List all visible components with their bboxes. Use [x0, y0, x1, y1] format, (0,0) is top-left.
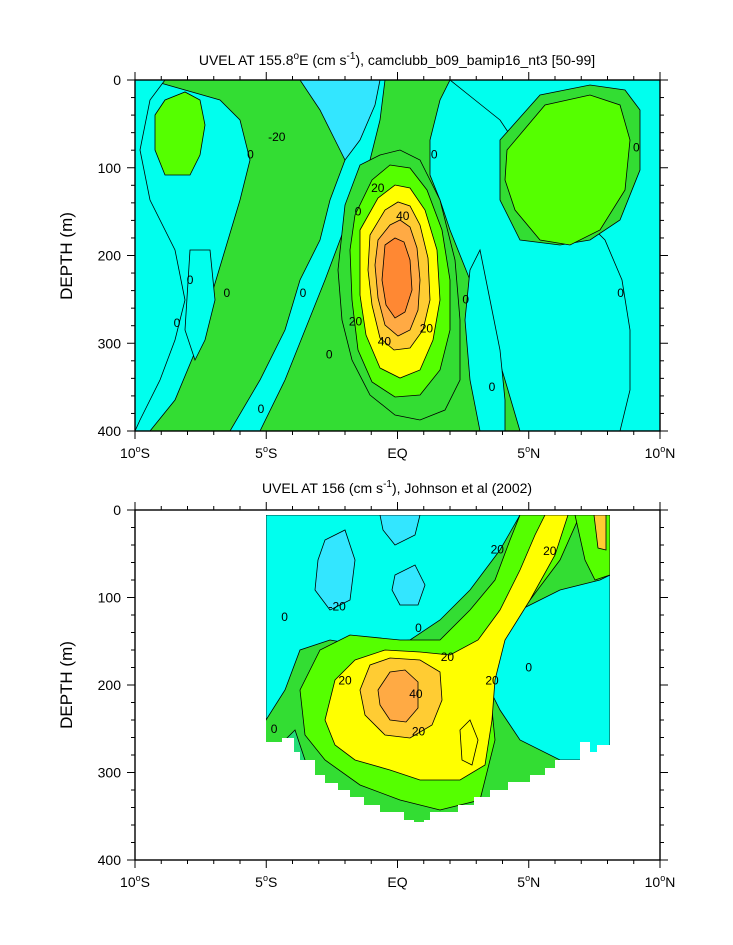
bottom-contour-labels: 20 20 -20 0 0 20 0 20 20 40 0 20: [271, 542, 557, 738]
bottom-x-ticks: 10oS 5oS EQ 5oN 10oN: [120, 502, 675, 890]
top-x-tick-label: 5oN: [517, 444, 540, 461]
top-contour-label: 0: [174, 316, 181, 330]
bottom-contour-label: 20: [412, 724, 426, 738]
top-contour-label: 0: [355, 205, 362, 219]
top-fill-cyan-a: [135, 80, 186, 431]
top-contour-label: 20: [371, 181, 385, 195]
top-contour-field: [135, 80, 660, 431]
top-contour-label: 0: [431, 148, 438, 162]
top-y-axis-label: DEPTH (m): [57, 212, 76, 300]
bottom-contour-label: -20: [328, 599, 346, 613]
bottom-contour-label: 20: [338, 674, 352, 688]
top-x-tick-label: 5oS: [255, 444, 277, 461]
top-contour-label: 0: [489, 380, 496, 394]
bottom-fill-yellow-lower: [459, 719, 479, 766]
bottom-y-tick-label: 100: [98, 590, 122, 606]
top-y-tick-label: 200: [98, 248, 122, 264]
top-x-tick-label: 10oN: [645, 444, 676, 461]
bottom-contour-label: 20: [543, 544, 557, 558]
bottom-x-tick-label: EQ: [387, 874, 407, 890]
top-contour-label: 0: [247, 148, 254, 162]
top-contour-label: 0: [300, 286, 307, 300]
top-y-tick-label: 400: [98, 423, 122, 439]
bottom-contour-label: 0: [525, 661, 532, 675]
bottom-fill-orange-main: [377, 669, 419, 723]
bottom-contour-label: 20: [485, 674, 499, 688]
bottom-contour-label: 40: [409, 687, 423, 701]
top-x-tick-label: EQ: [387, 445, 407, 461]
top-contour-label: 20: [349, 314, 363, 328]
bottom-fill-light-cyan-a: [314, 529, 356, 611]
top-contour-label: 0: [462, 292, 469, 306]
bottom-contour-label: 20: [491, 542, 505, 556]
bottom-x-tick-label: 10oS: [120, 873, 150, 890]
bottom-contour-label: 20: [441, 650, 455, 664]
bottom-contour-label: 0: [281, 610, 288, 624]
top-x-tick-label: 10oS: [120, 444, 150, 461]
bottom-x-tick-label: 5oN: [517, 873, 540, 890]
bottom-contour-label: 0: [415, 621, 422, 635]
bottom-contour-label: 0: [271, 722, 278, 736]
top-y-tick-label: 300: [98, 335, 122, 351]
top-contour-label: 0: [617, 286, 624, 300]
top-contour-label: 40: [378, 334, 392, 348]
top-fill-cyan-c: [184, 249, 216, 362]
bottom-contour-field: [266, 515, 610, 822]
bottom-fill-gold-strip: [593, 515, 607, 551]
top-y-tick-label: 0: [113, 72, 121, 88]
top-contour-label: 40: [396, 209, 410, 223]
top-contour-label: 0: [633, 141, 640, 155]
top-chart: UVEL AT 155.8oE (cm s-1), camclubb_b09_b…: [57, 51, 675, 461]
top-chart-title: UVEL AT 155.8oE (cm s-1), camclubb_b09_b…: [199, 51, 595, 68]
bottom-y-tick-label: 400: [98, 852, 122, 868]
top-fill-lime-left: [154, 91, 206, 176]
top-contour-label: -20: [268, 130, 286, 144]
bottom-x-tick-label: 5oS: [255, 873, 277, 890]
bottom-y-tick-label: 0: [113, 502, 121, 518]
top-fill-orange-core: [381, 237, 413, 319]
bottom-y-tick-label: 300: [98, 765, 122, 781]
bottom-chart: UVEL AT 156 (cm s-1), Johnson et al (200…: [57, 479, 675, 890]
bottom-chart-title: UVEL AT 156 (cm s-1), Johnson et al (200…: [262, 479, 532, 496]
top-contour-label: 0: [258, 402, 265, 416]
top-y-tick-label: 100: [98, 160, 122, 176]
top-fill-cyan-e: [464, 248, 506, 431]
bottom-fill-light-cyan-c: [379, 515, 421, 546]
top-contour-label: 0: [224, 286, 231, 300]
top-contour-labels: -20 0 0 0 0 20 40 0 0 0 0 0 0 20 20 40 0 0 0: [174, 130, 640, 416]
top-contour-label: 20: [420, 321, 434, 335]
bottom-fill-light-cyan-b: [391, 564, 426, 606]
top-fill-light-cyan: [299, 80, 381, 161]
bottom-y-axis-label: DEPTH (m): [57, 641, 76, 729]
top-fill-lime-right: [504, 94, 631, 246]
top-x-ticks: 10oS 5oS EQ 5oN 10oN: [120, 72, 675, 461]
top-contour-label: 0: [326, 348, 333, 362]
bottom-x-tick-label: 10oN: [645, 873, 676, 890]
bottom-y-tick-label: 200: [98, 677, 122, 693]
top-contour-label: 0: [187, 273, 194, 287]
